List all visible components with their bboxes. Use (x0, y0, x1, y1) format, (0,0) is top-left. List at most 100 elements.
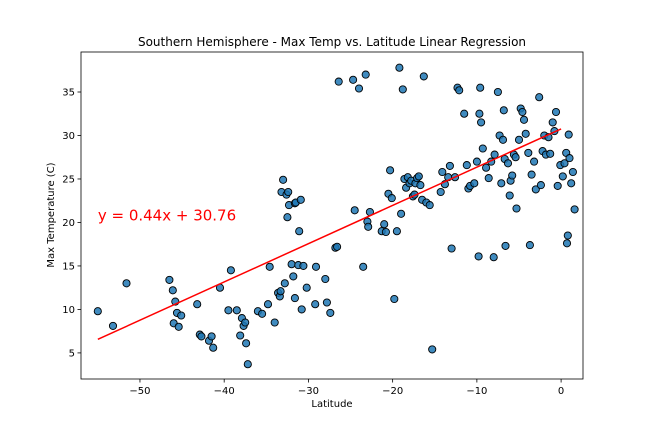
data-point (460, 109, 469, 118)
y-tick-label: 30 (62, 131, 75, 142)
data-point (390, 294, 399, 304)
data-point (398, 85, 407, 94)
data-point (553, 181, 562, 190)
chart-title: Southern Hemisphere - Max Temp vs. Latit… (138, 35, 526, 49)
data-point (295, 227, 304, 236)
data-point (447, 244, 456, 253)
data-point (525, 241, 534, 250)
data-point (470, 179, 479, 188)
data-point (311, 300, 320, 309)
data-point (270, 318, 279, 327)
x-axis-ticks: −50 −40 −30 −20 −10 0 (129, 379, 564, 397)
data-point (93, 307, 102, 316)
data-point (359, 262, 368, 271)
x-tick-label: 0 (558, 386, 564, 397)
data-point (512, 204, 521, 213)
y-tick-label: 15 (62, 261, 75, 272)
data-point (380, 220, 389, 229)
data-point (438, 167, 447, 177)
data-point (241, 318, 250, 327)
data-point (462, 161, 471, 170)
data-point (232, 306, 241, 315)
data-point (503, 159, 513, 168)
y-tick-label: 10 (62, 305, 75, 316)
data-point (265, 262, 274, 271)
data-point (349, 75, 358, 84)
data-point (395, 63, 404, 72)
data-point (482, 163, 491, 172)
data-point (498, 135, 508, 144)
data-point (333, 242, 342, 251)
data-point (311, 262, 321, 271)
data-point (519, 115, 529, 124)
data-point (322, 298, 331, 307)
data-point (546, 149, 555, 158)
data-point (207, 332, 216, 341)
data-point (476, 83, 485, 92)
data-point (560, 159, 569, 168)
data-point (521, 129, 530, 138)
data-point (530, 157, 539, 166)
data-point (472, 157, 481, 166)
data-point (436, 187, 445, 197)
data-point (290, 294, 299, 303)
data-point (193, 300, 202, 309)
data-point (474, 252, 483, 261)
data-point (478, 144, 487, 153)
data-point (276, 287, 285, 296)
data-point (527, 170, 536, 179)
data-point (177, 311, 186, 320)
plot-area (80, 51, 584, 380)
data-point (419, 72, 428, 81)
data-point (350, 206, 359, 215)
data-point (425, 201, 434, 210)
x-tick-label: −40 (214, 386, 235, 397)
data-point (535, 93, 544, 102)
data-point (242, 339, 251, 348)
data-point (226, 266, 235, 275)
data-point (490, 150, 499, 159)
data-point (354, 84, 364, 93)
data-point (280, 279, 289, 288)
y-tick-label: 20 (62, 218, 75, 229)
regression-line-path (97, 128, 562, 341)
y-axis-ticks: 5 10 15 20 25 30 35 (62, 88, 81, 359)
data-point (284, 187, 293, 197)
data-point (243, 360, 252, 369)
data-point (361, 70, 370, 79)
y-tick-label: 35 (62, 88, 75, 99)
data-point (302, 283, 311, 292)
data-point (511, 153, 520, 162)
x-tick-label: −20 (382, 386, 403, 397)
data-point (508, 171, 517, 180)
data-point (386, 166, 395, 175)
data-point (168, 286, 177, 295)
data-point (558, 172, 567, 181)
x-axis-label: Latitude (311, 399, 352, 410)
data-point (565, 154, 574, 163)
data-point (536, 181, 545, 190)
data-point (514, 135, 524, 144)
data-point (289, 272, 298, 281)
data-point (493, 87, 502, 97)
data-point (287, 260, 296, 269)
data-point (299, 261, 308, 270)
data-point (165, 275, 174, 284)
data-point (568, 167, 577, 177)
data-point (279, 175, 288, 184)
data-point (505, 191, 514, 200)
x-tick-label: −30 (298, 386, 319, 397)
data-point (258, 309, 267, 318)
data-point (445, 161, 454, 170)
y-tick-label: 5 (69, 348, 75, 359)
data-point (562, 239, 572, 248)
data-point (518, 107, 527, 117)
data-point (283, 213, 292, 222)
data-point (455, 86, 464, 95)
data-point (531, 185, 540, 194)
data-point (551, 107, 561, 117)
data-point (334, 77, 343, 86)
x-tick-label: −50 (129, 386, 150, 397)
data-point (475, 109, 484, 118)
